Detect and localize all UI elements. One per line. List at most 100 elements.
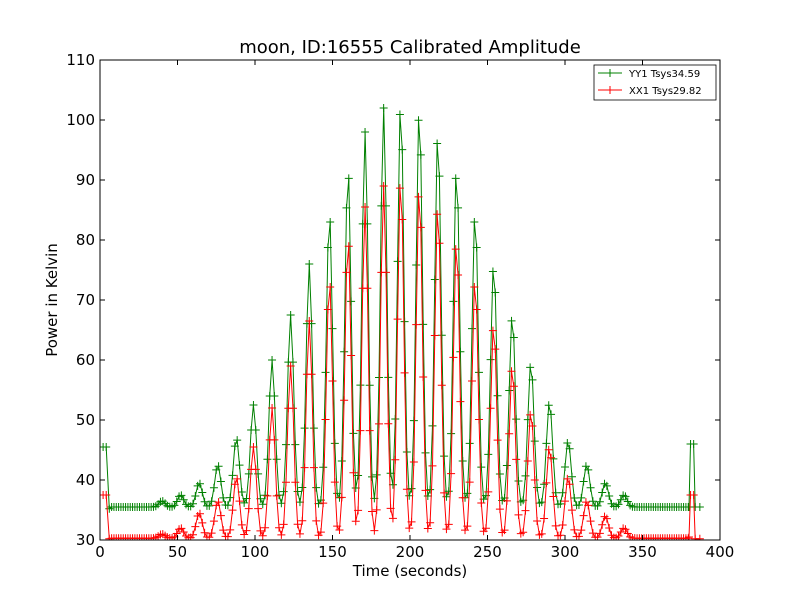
data-point xyxy=(533,516,542,525)
data-point xyxy=(507,316,516,325)
y-tick-label: 100 xyxy=(66,111,95,129)
series-layer xyxy=(100,104,704,540)
legend-box xyxy=(593,64,717,101)
data-point xyxy=(416,223,425,232)
data-point xyxy=(509,333,518,342)
data-point xyxy=(577,526,586,535)
data-point xyxy=(216,477,225,486)
data-point xyxy=(442,525,451,534)
data-point xyxy=(328,376,337,385)
data-point xyxy=(258,531,267,540)
data-point xyxy=(421,448,430,457)
data-point xyxy=(423,491,432,500)
data-point xyxy=(563,474,572,483)
legend-marker xyxy=(606,69,614,77)
data-point xyxy=(472,305,481,314)
data-point xyxy=(372,505,381,514)
data-point xyxy=(428,461,437,470)
data-point xyxy=(321,368,330,377)
data-point xyxy=(263,491,272,500)
data-point xyxy=(198,488,207,497)
data-point xyxy=(226,493,235,502)
data-point xyxy=(209,517,218,526)
data-point xyxy=(540,514,549,523)
data-point xyxy=(272,455,281,464)
data-point xyxy=(347,297,356,306)
data-point xyxy=(584,501,593,510)
data-point xyxy=(456,347,465,356)
data-point xyxy=(695,534,704,540)
data-point xyxy=(395,184,404,193)
data-point xyxy=(209,483,218,492)
data-point xyxy=(337,457,346,466)
data-point xyxy=(305,260,314,268)
data-point xyxy=(205,501,214,510)
data-point xyxy=(419,372,428,381)
data-point xyxy=(437,331,446,340)
data-point xyxy=(598,488,607,497)
data-point xyxy=(598,520,607,529)
y-tick-label: 110 xyxy=(66,51,95,69)
data-point xyxy=(533,483,542,492)
data-point xyxy=(286,311,295,319)
data-point xyxy=(458,457,467,466)
data-point xyxy=(351,517,360,526)
data-point xyxy=(288,404,297,413)
data-point xyxy=(484,487,493,496)
data-point xyxy=(484,450,493,459)
data-point xyxy=(282,478,290,487)
data-point xyxy=(307,370,316,379)
data-point xyxy=(567,506,576,515)
data-point xyxy=(593,501,602,510)
data-point xyxy=(333,489,342,498)
data-point xyxy=(384,419,393,428)
data-point xyxy=(233,436,242,445)
y-tick-label: 60 xyxy=(76,351,95,369)
data-point xyxy=(189,499,197,508)
data-point xyxy=(228,506,237,515)
legend-label: YY1 Tsys34.59 xyxy=(628,69,700,80)
data-point xyxy=(384,373,393,382)
data-point xyxy=(493,436,502,445)
data-point xyxy=(282,440,290,449)
data-point xyxy=(393,257,402,266)
data-point xyxy=(526,410,535,419)
y-tick-label: 30 xyxy=(76,531,95,549)
data-point xyxy=(349,429,358,438)
data-point xyxy=(219,526,228,535)
data-point xyxy=(528,375,537,384)
data-point xyxy=(268,356,277,364)
data-point xyxy=(465,439,474,448)
data-point xyxy=(602,481,611,490)
data-point xyxy=(465,478,474,487)
data-point xyxy=(586,483,595,492)
data-point xyxy=(200,528,209,537)
data-point xyxy=(277,530,286,539)
data-point xyxy=(523,415,532,424)
data-point xyxy=(556,531,565,540)
data-point xyxy=(579,511,588,520)
legend-entries: YY1 Tsys34.59 XX1 Tsys29.82 xyxy=(598,69,702,97)
data-point xyxy=(435,172,444,181)
data-point xyxy=(419,320,428,329)
data-point xyxy=(275,523,284,532)
data-point xyxy=(507,367,516,376)
data-point xyxy=(295,529,304,538)
data-point xyxy=(444,520,453,529)
data-point xyxy=(565,444,574,453)
data-point xyxy=(579,477,588,486)
data-point xyxy=(588,497,597,506)
data-point xyxy=(340,396,349,405)
data-point xyxy=(230,442,239,451)
data-point xyxy=(298,483,307,492)
data-point xyxy=(584,465,593,474)
data-point xyxy=(549,492,558,501)
data-point xyxy=(191,522,200,531)
data-point xyxy=(391,455,400,464)
data-point xyxy=(477,463,486,472)
data-point xyxy=(191,492,200,501)
data-point xyxy=(474,415,483,424)
data-point xyxy=(435,239,444,248)
data-point xyxy=(428,421,437,430)
data-point xyxy=(595,529,604,538)
